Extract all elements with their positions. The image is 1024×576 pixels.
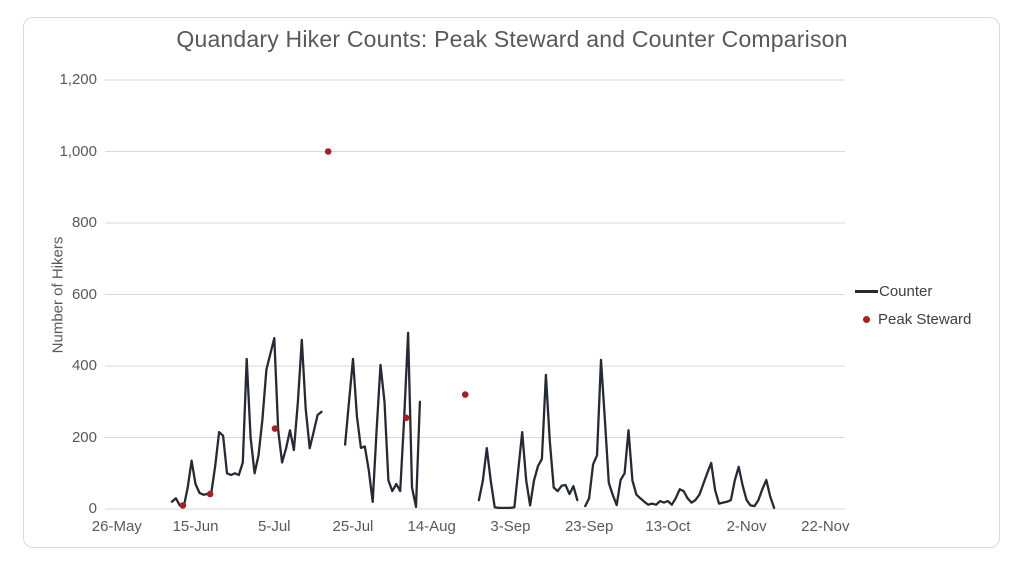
peak-steward-point — [402, 414, 410, 422]
x-tick-label: 26-May — [91, 518, 142, 535]
peak-steward-point — [206, 490, 214, 498]
x-tick-label: 5-Jul — [257, 518, 291, 535]
x-tick-label: 2-Nov — [726, 518, 767, 535]
plot-area — [105, 79, 845, 510]
x-tick-label: 25-Jul — [332, 518, 374, 535]
y-tick-label: 1,000 — [59, 142, 97, 160]
x-tick-label: 22-Nov — [801, 518, 850, 535]
peak-steward-point — [179, 502, 187, 509]
x-tick-label: 15-Jun — [172, 518, 219, 535]
chart-frame — [23, 17, 1000, 548]
counter-line-segment — [584, 358, 776, 510]
counter-line-icon — [855, 290, 878, 293]
counter-line-segment — [477, 373, 579, 510]
legend-label-peak-steward: Peak Steward — [878, 311, 972, 328]
y-tick-label: 1,200 — [59, 71, 97, 88]
peak-steward-point — [271, 425, 279, 432]
x-tick-label: 13-Oct — [645, 518, 691, 535]
y-tick-label: 600 — [71, 285, 97, 303]
legend-item-peak-steward: Peak Steward — [855, 311, 971, 328]
counter-line-segment — [170, 336, 323, 509]
y-tick-label: 200 — [71, 428, 97, 446]
chart-title: Quandary Hiker Counts: Peak Steward and … — [176, 26, 848, 52]
y-tick-label: 800 — [71, 214, 97, 231]
x-tick-label: 23-Sep — [564, 518, 614, 535]
peak-steward-point — [324, 148, 332, 155]
legend-item-counter: Counter — [855, 283, 971, 300]
peak-steward-dot-icon — [863, 316, 870, 323]
peak-steward-point — [461, 391, 469, 398]
y-tick-label: 400 — [71, 357, 97, 374]
x-tick-label: 14-Aug — [407, 518, 456, 535]
legend: Counter Peak Steward — [855, 283, 971, 328]
y-tick-label: 0 — [88, 500, 97, 517]
x-tick-label: 3-Sep — [490, 518, 531, 535]
counter-line-segment — [343, 331, 422, 509]
legend-label-counter: Counter — [879, 283, 933, 300]
